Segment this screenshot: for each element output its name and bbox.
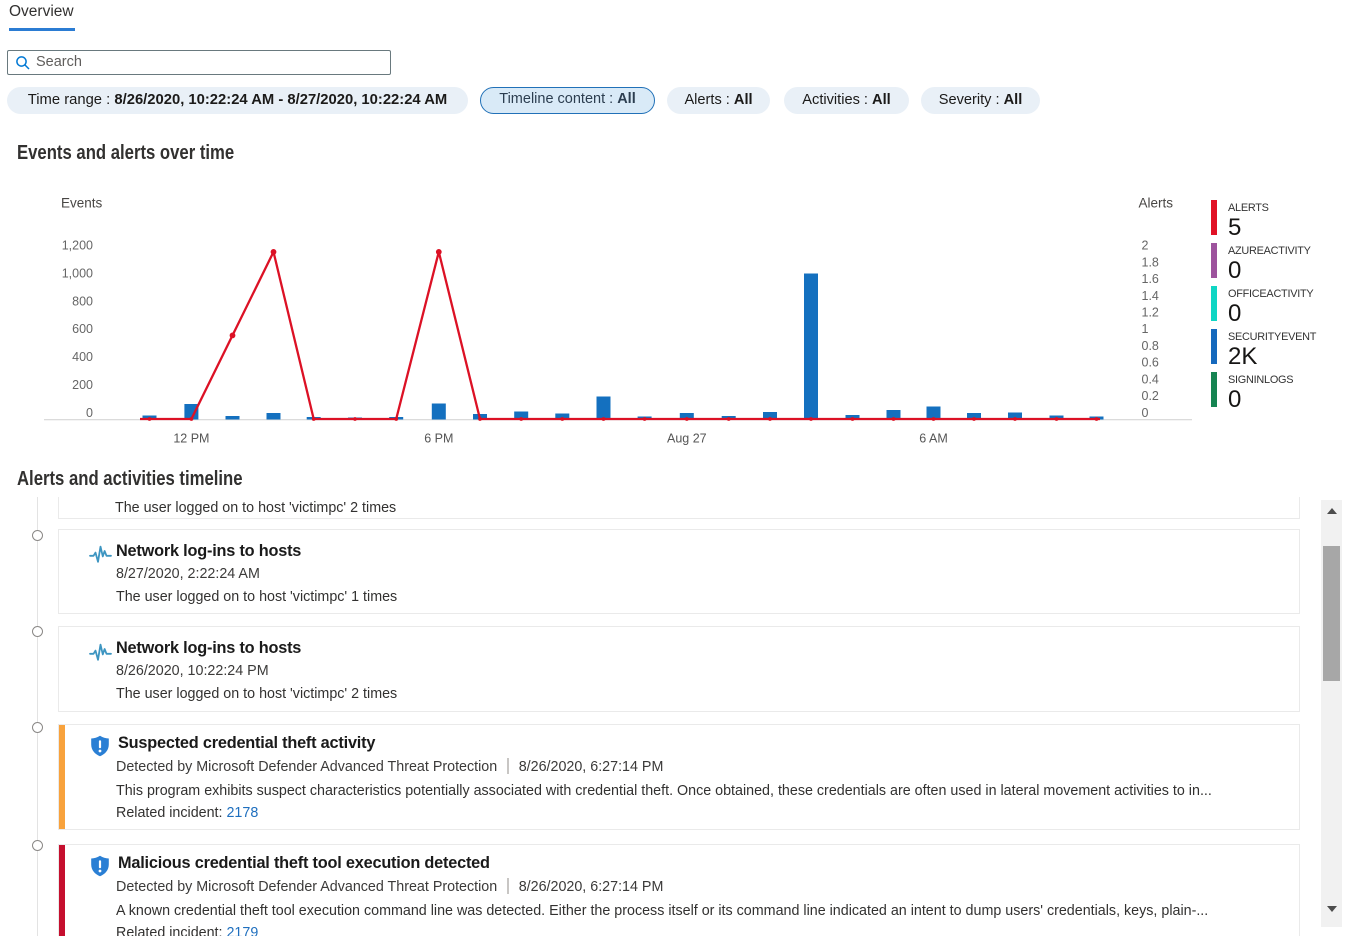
svg-text:400: 400 (72, 350, 93, 364)
svg-text:0.2: 0.2 (1142, 389, 1159, 403)
svg-text:Aug 27: Aug 27 (667, 432, 707, 446)
svg-text:0: 0 (86, 406, 93, 420)
svg-text:800: 800 (72, 294, 93, 308)
svg-text:Alerts: Alerts (1139, 196, 1174, 211)
svg-text:0.4: 0.4 (1142, 372, 1159, 386)
svg-text:1.8: 1.8 (1142, 255, 1159, 269)
svg-text:1.4: 1.4 (1142, 289, 1159, 303)
svg-text:6 AM: 6 AM (919, 432, 948, 446)
svg-text:200: 200 (72, 378, 93, 392)
svg-text:6 PM: 6 PM (424, 432, 453, 446)
svg-text:1,000: 1,000 (62, 267, 93, 281)
svg-text:0.8: 0.8 (1142, 339, 1159, 353)
svg-text:Events: Events (61, 196, 103, 211)
svg-text:1,200: 1,200 (62, 239, 93, 253)
svg-text:0.6: 0.6 (1142, 356, 1159, 370)
svg-text:1: 1 (1142, 322, 1149, 336)
svg-text:12 PM: 12 PM (173, 432, 209, 446)
svg-text:1.6: 1.6 (1142, 272, 1159, 286)
svg-text:2: 2 (1142, 239, 1149, 253)
svg-text:600: 600 (72, 322, 93, 336)
svg-text:0: 0 (1142, 406, 1149, 420)
svg-text:1.2: 1.2 (1142, 306, 1159, 320)
